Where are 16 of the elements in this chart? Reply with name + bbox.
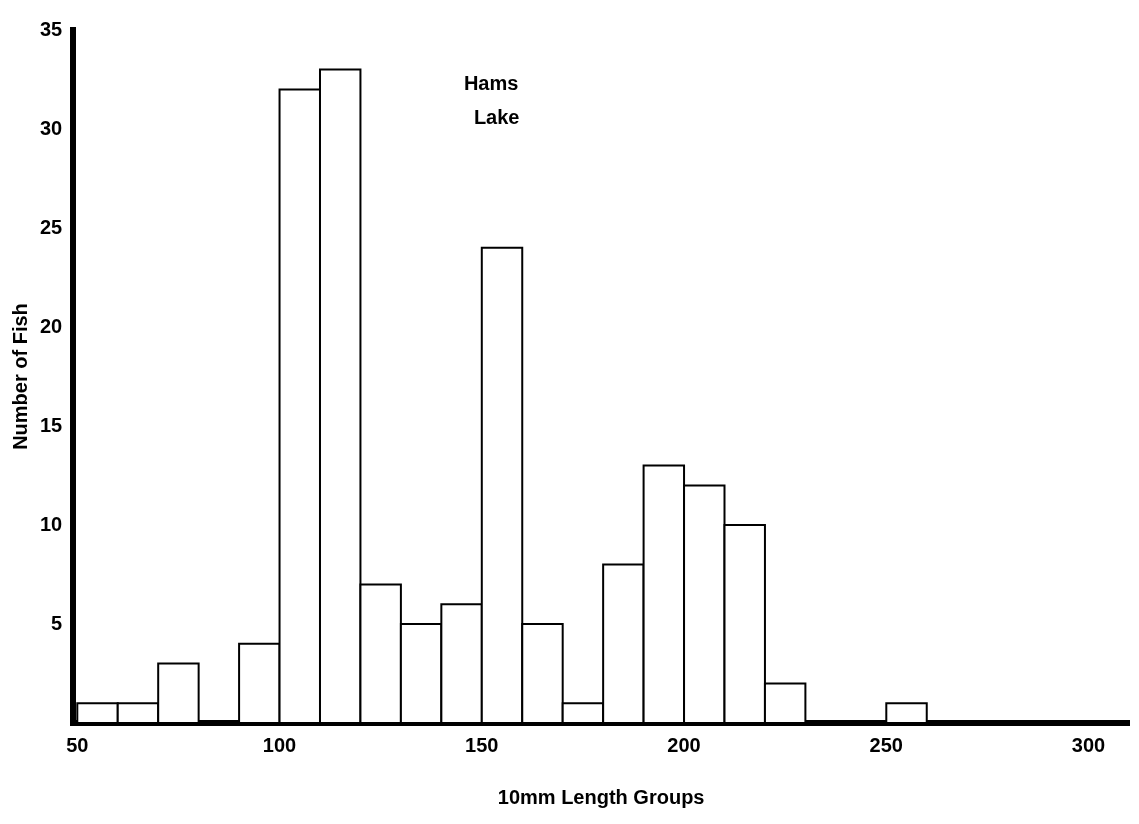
x-tick-label: 250 [869,733,903,756]
y-tick-label: 20 [40,314,63,337]
annotation: Hams Lake [463,72,520,128]
x-axis-title: 10mm Length Groups [497,785,705,808]
y-tick-label: 5 [51,611,63,634]
x-tick-label: 50 [66,733,89,756]
y-tick-label: 25 [40,215,63,238]
x-tick-label: 300 [1071,733,1106,756]
y-tick-label: 35 [40,17,63,40]
y-tick-label: 10 [40,512,63,535]
x-tick-label: 100 [262,733,297,756]
x-tick-label: 200 [667,733,701,756]
y-tick-label: 30 [40,116,63,139]
y-axis-title: Number of Fish [8,303,31,450]
y-tick-label: 15 [40,413,63,436]
x-tick-label: 150 [465,733,499,756]
